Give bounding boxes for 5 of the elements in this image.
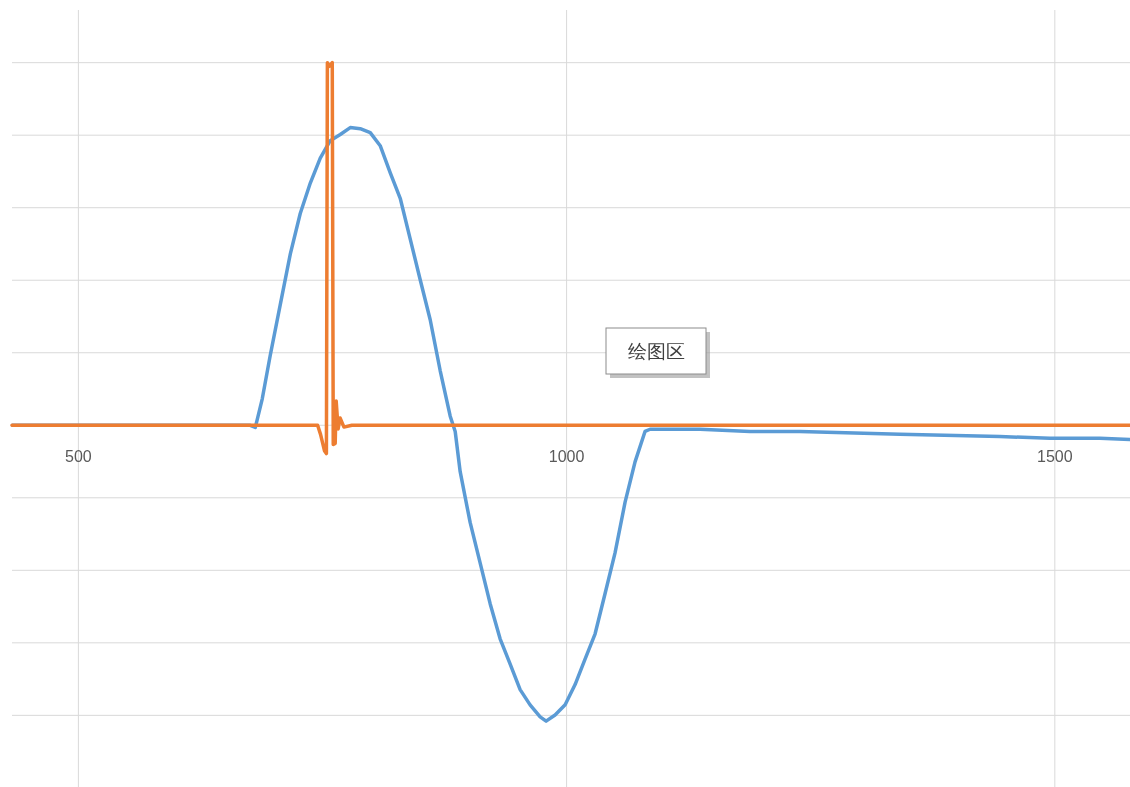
x-tick-label: 500 bbox=[65, 448, 92, 466]
x-tick-label: 1000 bbox=[548, 448, 585, 466]
annotation: 绘图区 bbox=[627, 340, 685, 362]
x-tick-label: 1500 bbox=[1037, 448, 1073, 466]
annotation: 绘图区 bbox=[605, 327, 710, 378]
